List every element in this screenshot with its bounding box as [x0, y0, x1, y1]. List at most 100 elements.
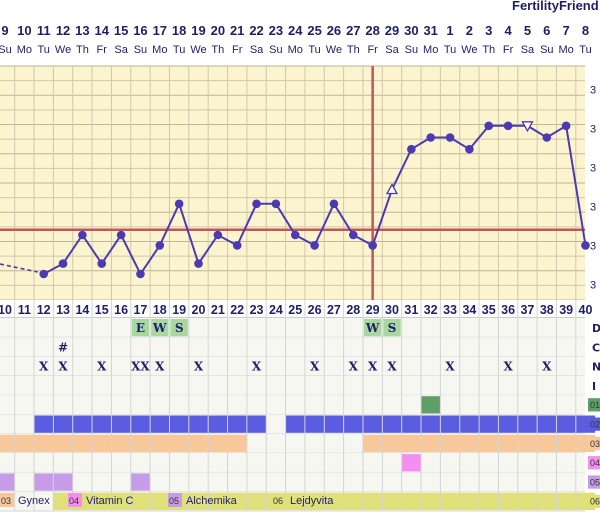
- cycle-day-label: 17: [133, 303, 147, 317]
- intercourse-mark: X: [349, 360, 359, 374]
- temperature-point: [542, 133, 552, 142]
- cycle-day-label: 40: [579, 303, 593, 317]
- legend-swatch: [0, 493, 14, 507]
- legend-name: Lejdyvita: [290, 495, 334, 507]
- intercourse-mark: X: [387, 360, 397, 374]
- temperature-point: [78, 230, 87, 240]
- temperature-point: [407, 144, 416, 154]
- weekday-label: Sa: [114, 44, 128, 56]
- med-cell: [0, 434, 15, 453]
- cycle-day-label: 38: [540, 303, 554, 317]
- med-cell: [362, 492, 383, 510]
- med-cell: [440, 492, 460, 510]
- cycle-day-label: 33: [443, 303, 457, 317]
- weekday-label: Mo: [17, 44, 32, 56]
- med-cell: [227, 434, 247, 453]
- med-cell: [324, 415, 344, 433]
- intercourse-mark: X: [39, 360, 49, 374]
- med-cell: [0, 473, 15, 491]
- med-cell: [382, 434, 402, 453]
- cf-mark: E: [136, 321, 145, 335]
- med-cell: [188, 415, 209, 433]
- date-label: 5: [524, 23, 531, 38]
- temperature-point: [58, 259, 68, 268]
- med-code-swatch: [588, 494, 600, 508]
- intercourse-mark: X: [310, 360, 320, 374]
- med-cell: [382, 492, 402, 510]
- weekday-label: Fr: [503, 44, 514, 56]
- cycle-day-label: 34: [462, 303, 476, 317]
- med-code-label: 05: [590, 477, 600, 487]
- temperature-point: [581, 241, 590, 250]
- med-code-swatch: [588, 436, 600, 451]
- weekday-label: Sa: [521, 44, 535, 56]
- weekday-label: Tu: [37, 44, 49, 56]
- med-cell: [227, 415, 247, 433]
- weekday-label: We: [55, 44, 71, 56]
- med-cell: [498, 415, 518, 433]
- legend-swatch: [168, 493, 182, 507]
- cycle-day-label: 36: [501, 303, 515, 317]
- med-row-bg: [0, 453, 585, 473]
- intercourse-mark: X: [503, 360, 513, 374]
- cf-mark: W: [365, 321, 380, 335]
- date-label: 25: [307, 23, 321, 38]
- legend-code: 04: [69, 496, 79, 506]
- med-cell: [53, 415, 73, 433]
- med-cell: [34, 415, 54, 433]
- weekday-label: Fr: [97, 44, 108, 56]
- med-code-label: 02: [590, 420, 600, 430]
- weekday-label: Tu: [579, 44, 591, 56]
- med-code-swatch: [588, 456, 600, 470]
- date-label: 19: [191, 23, 205, 38]
- temperature-point: [368, 241, 377, 250]
- weekday-label: Su: [405, 44, 418, 56]
- temperature-point-open: [385, 183, 399, 195]
- med-cell: [130, 492, 151, 510]
- med-code-swatch: [588, 475, 600, 489]
- legend-code: 06: [273, 496, 283, 506]
- row-code-label: N: [592, 361, 600, 374]
- row-code-label: D: [592, 322, 600, 335]
- legend-code: 03: [1, 496, 11, 506]
- date-label: 1: [446, 23, 453, 38]
- y-tick-label: 3: [590, 84, 596, 96]
- cycle-day-label: 35: [482, 303, 496, 317]
- med-cell: [53, 492, 73, 510]
- med-cell: [537, 492, 557, 510]
- med-cell: [537, 415, 557, 433]
- temperature-point: [155, 241, 165, 250]
- weekday-label: Su: [269, 44, 282, 56]
- weekday-label: Su: [0, 44, 12, 56]
- temperature-point: [97, 259, 107, 268]
- cycle-day-label: 39: [559, 303, 573, 317]
- obs-row-bg: [0, 375, 585, 396]
- med-cell: [111, 415, 131, 433]
- cycle-day-label: 20: [192, 303, 206, 317]
- date-label: 10: [17, 23, 31, 38]
- legend-name: Vitamin C: [86, 495, 134, 507]
- med-cell: [459, 434, 480, 453]
- row-code-label: I: [592, 380, 596, 393]
- med-cell: [246, 415, 267, 433]
- temperature-point: [213, 230, 223, 240]
- temperature-point: [310, 241, 319, 250]
- med-code-swatch: [588, 398, 600, 412]
- weekday-label: Tu: [308, 44, 320, 56]
- cf-mark: S: [175, 321, 184, 335]
- row-code-label: C: [592, 341, 600, 354]
- weekday-label: Tu: [444, 44, 456, 56]
- med-cell: [556, 434, 576, 453]
- intercourse-mark: X: [97, 360, 107, 374]
- weekday-label: Fr: [232, 44, 243, 56]
- med-code-swatch: [588, 417, 600, 431]
- cycle-day-label: 29: [366, 303, 380, 317]
- legend-swatch: [68, 493, 82, 507]
- med-cell: [459, 415, 480, 433]
- med-cell: [150, 492, 170, 510]
- cf-cell: [170, 319, 188, 337]
- med-cell: [421, 415, 441, 433]
- med-cell: [517, 415, 538, 433]
- intercourse-mark: XX: [131, 360, 150, 374]
